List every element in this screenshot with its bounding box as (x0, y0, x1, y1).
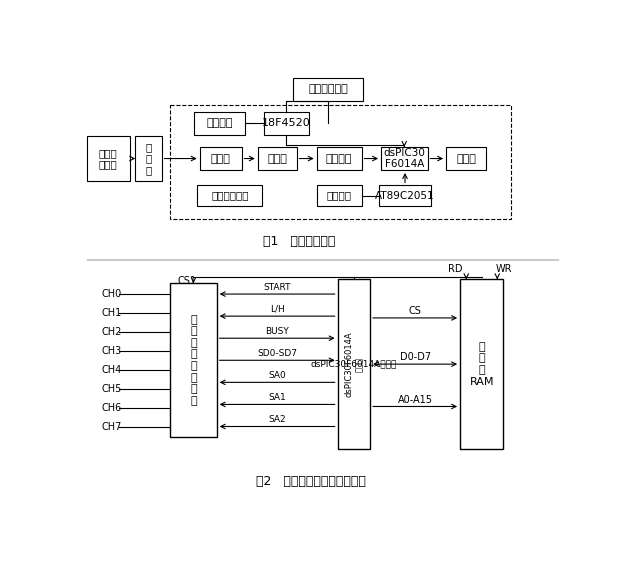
Text: 图2   信号采集及处理电路原理: 图2 信号采集及处理电路原理 (256, 475, 366, 488)
Text: CH0: CH0 (102, 289, 122, 299)
Text: CH3: CH3 (102, 346, 122, 356)
Bar (200, 147, 241, 170)
Text: 大
容
量
RAM: 大 容 量 RAM (469, 342, 494, 386)
Text: A0-A15: A0-A15 (398, 395, 433, 404)
Text: CS: CS (409, 306, 421, 316)
Text: 存储器: 存储器 (456, 153, 476, 164)
Text: dsPIC30
F6014A: dsPIC30 F6014A (383, 148, 425, 169)
Bar (258, 147, 297, 170)
Text: START: START (263, 283, 291, 292)
Bar (170, 283, 217, 437)
Text: SA0: SA0 (268, 371, 286, 380)
Text: CH5: CH5 (102, 384, 122, 394)
Text: CH7: CH7 (102, 421, 122, 431)
Text: D0-D7: D0-D7 (399, 352, 431, 362)
Text: CS1: CS1 (178, 276, 197, 285)
Text: 显示单元: 显示单元 (207, 118, 233, 128)
Text: 滤波器: 滤波器 (267, 153, 287, 164)
Text: AT89C2051: AT89C2051 (375, 191, 435, 200)
Text: 车号识别系统: 车号识别系统 (309, 84, 348, 94)
Text: 18F4520: 18F4520 (262, 118, 311, 128)
Bar (317, 186, 362, 205)
Text: SD0-SD7: SD0-SD7 (257, 349, 297, 358)
Bar (446, 147, 486, 170)
Text: CH6: CH6 (102, 403, 122, 413)
Bar (460, 279, 503, 449)
Bar (264, 112, 309, 135)
Bar (86, 136, 130, 181)
Bar (294, 78, 363, 101)
Bar (170, 105, 511, 219)
Bar (381, 147, 428, 170)
Text: 模数转换: 模数转换 (326, 153, 352, 164)
Text: BUSY: BUSY (265, 327, 289, 336)
Bar (317, 147, 362, 170)
Bar (338, 279, 370, 449)
Bar (197, 186, 263, 205)
Bar (379, 186, 430, 205)
Text: dsPIC30F6014A控制器: dsPIC30F6014A控制器 (311, 360, 397, 369)
Text: 仪表工作电源: 仪表工作电源 (211, 191, 249, 200)
Text: 仪表键盘: 仪表键盘 (326, 191, 352, 200)
Text: CH4: CH4 (102, 365, 122, 374)
Text: 图1   系统结构框图: 图1 系统结构框图 (263, 235, 336, 248)
Text: CH1: CH1 (102, 308, 122, 318)
Text: 高
精
度
模
数
转
换
器: 高 精 度 模 数 转 换 器 (190, 315, 197, 406)
Bar (194, 112, 245, 135)
Text: 机械承
载结构: 机械承 载结构 (99, 148, 118, 169)
Text: WR: WR (495, 264, 512, 274)
Text: 传
感
器: 传 感 器 (146, 142, 152, 175)
Text: dsPIC30F6014A
控制器: dsPIC30F6014A 控制器 (344, 331, 364, 397)
Text: RD: RD (448, 264, 462, 274)
Text: CH2: CH2 (102, 327, 122, 337)
Text: SA1: SA1 (268, 393, 286, 402)
Text: SA2: SA2 (268, 415, 286, 424)
Text: L/H: L/H (270, 305, 285, 314)
Bar (135, 136, 162, 181)
Text: 放大器: 放大器 (210, 153, 231, 164)
